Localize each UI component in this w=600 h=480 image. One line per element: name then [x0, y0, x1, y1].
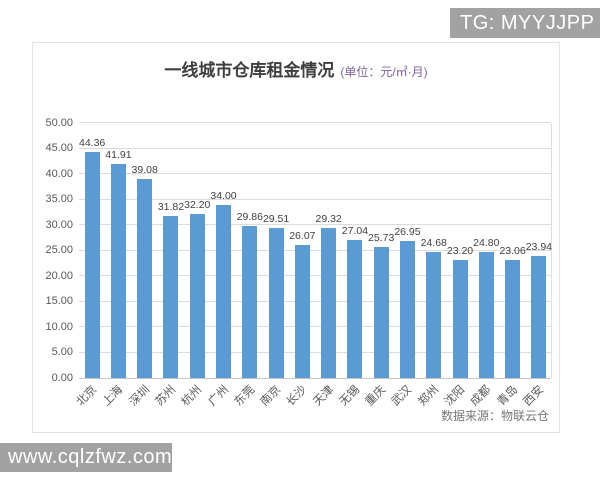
y-axis-tick-label: 30.00	[45, 218, 73, 231]
y-axis-tick-label: 5.00	[51, 346, 73, 358]
x-axis-label: 北京	[74, 383, 100, 409]
chart-unit-label: (单位：元/㎡·月)	[340, 65, 428, 79]
gridline	[79, 326, 551, 327]
bar-value-label: 31.82	[157, 200, 185, 213]
bar-value-label: 34.00	[210, 189, 237, 202]
y-axis-tick-label: 20.00	[45, 269, 73, 282]
x-axis-label: 上海	[100, 383, 126, 409]
x-axis-label: 深圳	[127, 383, 152, 409]
y-axis-tick-label: 25.00	[45, 244, 73, 256]
gridline	[79, 249, 551, 251]
watermark-telegram: TG: MYYJJPP	[450, 8, 600, 38]
gridline	[79, 147, 551, 149]
x-axis-label: 成都	[468, 383, 494, 409]
bar-长沙	[294, 245, 310, 378]
bar-value-label: 25.73	[368, 231, 395, 244]
x-axis-label: 西安	[521, 383, 547, 409]
x-axis-label: 广州	[206, 383, 231, 409]
x-axis-label: 武汉	[389, 383, 415, 409]
bar-value-label: 39.08	[131, 163, 158, 176]
plot-area: 44.36 41.91 39.08 31.82 32.20 34.00 29.86 29.51…	[79, 122, 552, 379]
gridline	[79, 378, 551, 379]
bar-武汉	[399, 240, 415, 378]
chart-title-row: 一线城市仓库租金情况 (单位：元/㎡·月)	[33, 56, 559, 81]
gridline	[79, 173, 551, 174]
bar-value-label: 44.36	[79, 136, 106, 149]
bar-广州	[216, 204, 232, 378]
y-axis-tick-label: 35.00	[45, 193, 73, 205]
gridline	[79, 275, 551, 276]
bar-value-label: 26.95	[394, 225, 421, 238]
bar-苏州	[163, 215, 179, 378]
x-axis-label: 郑州	[416, 383, 441, 409]
y-axis-tick-label: 0.00	[51, 371, 73, 384]
bar-成都	[478, 251, 494, 378]
x-axis-label: 杭州	[179, 383, 205, 409]
y-axis-tick-label: 50.00	[45, 116, 73, 129]
bar-value-label: 29.86	[236, 210, 263, 223]
y-axis-tick-label: 40.00	[45, 167, 73, 180]
x-axis-label: 沈阳	[442, 383, 468, 409]
gridline	[79, 198, 551, 200]
bar-上海	[110, 164, 126, 378]
bar-杭州	[189, 213, 205, 378]
x-axis-label: 天津	[311, 383, 336, 409]
x-axis-label: 南京	[258, 383, 284, 409]
bar-深圳	[137, 178, 153, 378]
bar-value-label: 24.80	[473, 236, 500, 249]
x-axis-label: 苏州	[153, 383, 179, 409]
chart-panel: 一线城市仓库租金情况 (单位：元/㎡·月) 0.00 5.00 10.00 15.00 2…	[32, 42, 560, 433]
y-axis-tick-label: 45.00	[45, 142, 73, 154]
bar-value-label: 23.94	[525, 240, 552, 253]
bar-value-label: 29.32	[315, 213, 342, 226]
bar-无锡	[347, 240, 363, 378]
data-source-note: 数据来源：物联云仓	[440, 409, 549, 423]
bar-郑州	[426, 252, 442, 378]
bar-value-label: 26.07	[289, 230, 316, 243]
y-axis-tick-label: 10.00	[45, 320, 73, 333]
bar-重庆	[373, 246, 389, 378]
bar-沈阳	[452, 259, 468, 378]
bar-value-label: 32.20	[184, 198, 211, 211]
gridline	[79, 351, 551, 353]
gridline	[79, 300, 551, 302]
bar-北京	[84, 151, 100, 378]
gridline	[79, 224, 551, 225]
bar-value-label: 29.51	[262, 212, 290, 225]
bar-value-label: 27.04	[341, 225, 369, 238]
bar-value-label: 23.20	[446, 244, 474, 257]
bar-天津	[321, 228, 337, 378]
bar-南京	[268, 227, 284, 378]
watermark-website: www.cqlzfwz.com	[0, 443, 172, 472]
y-axis-tick-label: 15.00	[45, 295, 73, 307]
x-axis-label: 无锡	[337, 383, 363, 409]
gridline	[79, 122, 551, 123]
bar-东莞	[242, 225, 258, 378]
bar-value-label: 23.06	[499, 245, 526, 258]
bar-青岛	[505, 260, 521, 378]
bar-value-label: 24.68	[420, 237, 447, 250]
x-axis-label: 重庆	[363, 383, 389, 409]
bar-西安	[531, 255, 547, 378]
chart-title: 一线城市仓库租金情况	[164, 61, 335, 80]
bar-value-label: 41.91	[105, 149, 132, 162]
x-axis-label: 青岛	[495, 383, 520, 409]
x-axis-label: 东莞	[232, 383, 258, 409]
x-axis-label: 长沙	[284, 383, 310, 409]
